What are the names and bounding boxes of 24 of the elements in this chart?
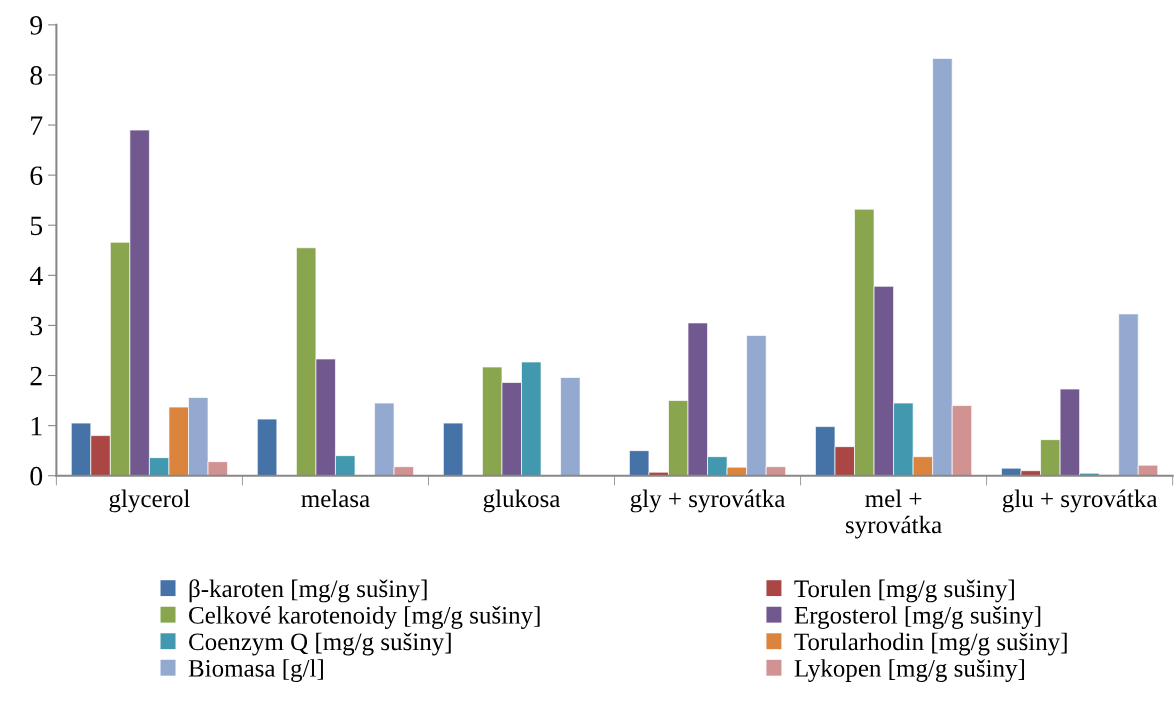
legend-label: Torularhodin [mg/g sušiny] — [794, 632, 1067, 656]
legend-label: Coenzym Q [mg/g sušiny] — [189, 632, 451, 656]
y-tick-label: 9 — [30, 16, 43, 35]
y-tick-label: 3 — [30, 316, 43, 336]
x-tick-label: glu + syrovátka — [1002, 489, 1158, 513]
y-tick-label: 1 — [31, 416, 42, 436]
legend-label: Biomasa [g/l] — [188, 659, 323, 682]
x-tick-label: glycerol — [109, 489, 190, 513]
legend-label: Celkové karotenoidy [mg/g sušiny] — [189, 606, 540, 629]
y-tick-label: 7 — [31, 116, 43, 135]
y-tick-label: 2 — [30, 366, 42, 386]
y-tick-label: 8 — [30, 66, 43, 85]
legend-label: Ergosterol [mg/g sušiny] — [794, 606, 1041, 629]
y-tick-label: 5 — [30, 216, 43, 236]
y-tick-label: 4 — [29, 266, 43, 285]
x-tick-label: glukosa — [483, 489, 561, 513]
x-tick-label: mel + syrovátka — [846, 489, 942, 539]
legend-label: Lykopen [mg/g sušiny] — [794, 659, 1025, 682]
legend-label: β-karoten [mg/g sušiny] — [189, 579, 427, 603]
legend-label: Torulen [mg/g sušiny] — [794, 579, 1014, 603]
y-tick-label: 6 — [30, 166, 43, 186]
x-tick-label: gly + syrovátka — [630, 489, 786, 513]
y-tick-label: 0 — [30, 466, 43, 486]
x-tick-label: melasa — [301, 489, 370, 508]
